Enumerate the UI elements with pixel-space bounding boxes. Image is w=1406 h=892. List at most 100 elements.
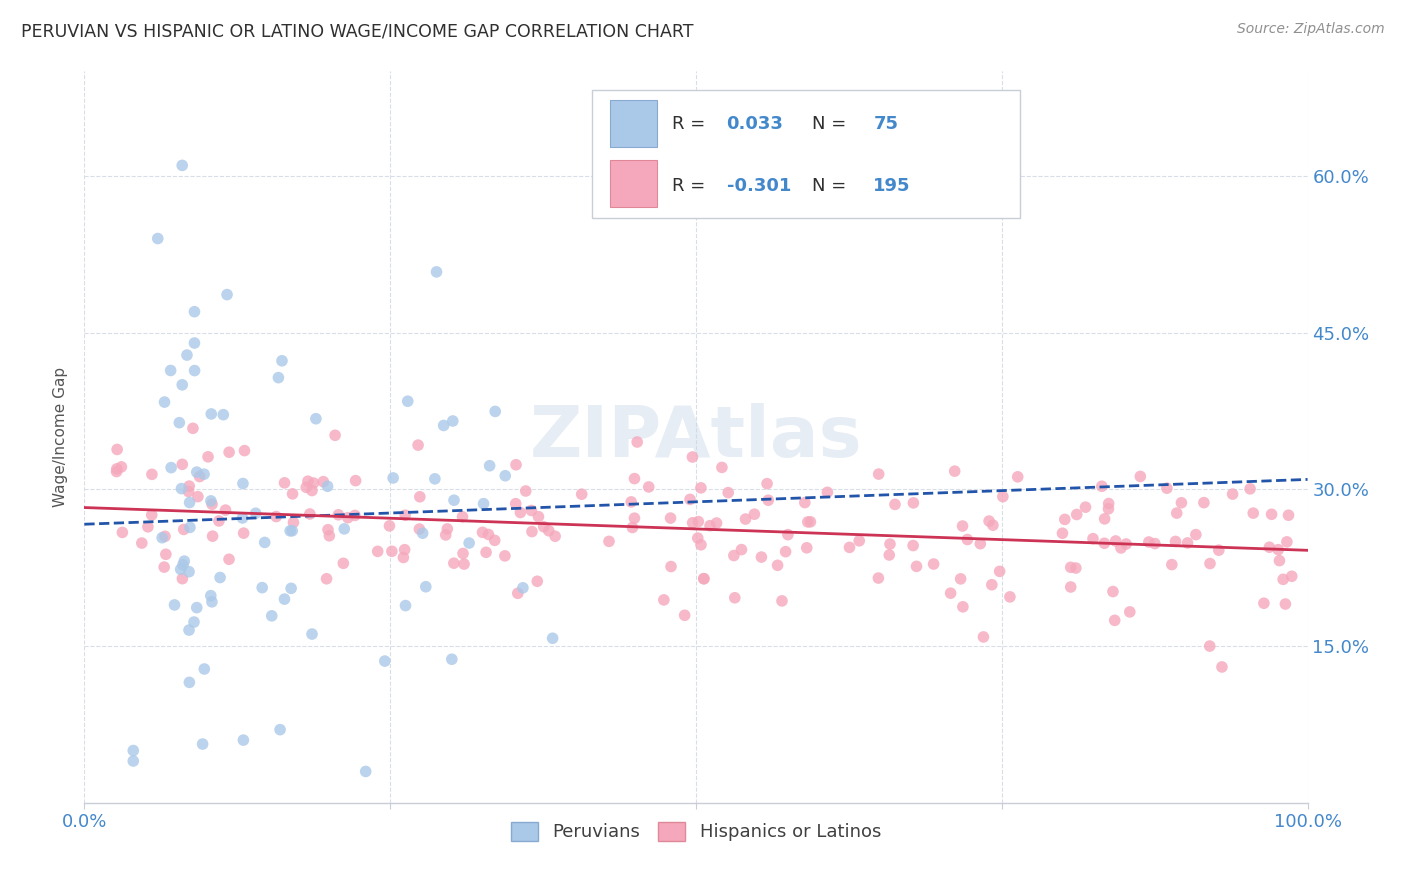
Point [172, 558, 194, 572]
Point [201, 595, 224, 609]
Point [506, 586, 529, 600]
Point [1104, 613, 1126, 627]
Text: 75: 75 [873, 115, 898, 133]
Point [1166, 506, 1188, 520]
Point [105, 465, 128, 479]
Point [868, 467, 890, 481]
Point [441, 414, 464, 428]
Point [173, 554, 195, 568]
Point [269, 723, 291, 737]
Point [659, 511, 682, 525]
Point [626, 435, 648, 450]
Point [877, 548, 900, 562]
Point [1222, 487, 1244, 501]
Point [1268, 554, 1291, 568]
Point [382, 471, 405, 485]
Point [1199, 557, 1222, 571]
Point [295, 480, 318, 494]
Point [688, 515, 710, 529]
Point [477, 527, 499, 541]
Point [1129, 469, 1152, 483]
Point [273, 475, 295, 490]
Point [621, 520, 644, 534]
Point [956, 533, 979, 547]
Point [475, 545, 498, 559]
Point [520, 503, 543, 517]
Point [515, 483, 537, 498]
Point [1052, 526, 1074, 541]
Point [451, 509, 474, 524]
Point [1211, 660, 1233, 674]
Point [1053, 512, 1076, 526]
Point [905, 559, 928, 574]
Point [471, 525, 494, 540]
Point [952, 599, 974, 614]
Point [283, 516, 305, 530]
Point [484, 404, 506, 418]
Point [1170, 496, 1192, 510]
Point [451, 547, 474, 561]
Text: R =: R = [672, 115, 710, 133]
Point [183, 304, 205, 318]
Point [1104, 534, 1126, 549]
Point [775, 544, 797, 558]
Point [323, 428, 346, 442]
Point [939, 586, 962, 600]
Point [681, 450, 703, 464]
Point [724, 591, 747, 605]
Point [1192, 495, 1215, 509]
Point [297, 474, 319, 488]
Point [186, 600, 208, 615]
Point [797, 515, 820, 529]
Point [281, 524, 304, 538]
Point [396, 394, 419, 409]
Point [1109, 541, 1132, 555]
Point [943, 464, 966, 478]
Point [690, 538, 713, 552]
Point [494, 468, 516, 483]
Point [512, 581, 534, 595]
Point [264, 509, 287, 524]
Point [105, 442, 128, 457]
Point [212, 408, 235, 422]
Point [472, 497, 495, 511]
Point [793, 495, 815, 509]
Point [838, 541, 860, 555]
Point [544, 529, 567, 543]
Point [1091, 479, 1114, 493]
Point [111, 525, 134, 540]
Point [1274, 597, 1296, 611]
Point [172, 377, 194, 392]
Point [200, 494, 222, 508]
Point [172, 572, 194, 586]
Point [1258, 540, 1281, 554]
Point [527, 509, 550, 524]
Point [673, 608, 696, 623]
Point [598, 534, 620, 549]
Point [766, 558, 789, 573]
Point [183, 615, 205, 629]
Point [271, 353, 294, 368]
Point [333, 522, 356, 536]
Point [415, 580, 437, 594]
Point [972, 630, 994, 644]
Point [336, 510, 359, 524]
Text: PERUVIAN VS HISPANIC OR LATINO WAGE/INCOME GAP CORRELATION CHART: PERUVIAN VS HISPANIC OR LATINO WAGE/INCO… [21, 22, 693, 40]
Point [153, 560, 176, 574]
Point [105, 462, 128, 476]
Point [1275, 534, 1298, 549]
Point [281, 487, 304, 501]
Point [278, 524, 301, 538]
Point [406, 438, 429, 452]
Point [250, 581, 273, 595]
Point [505, 458, 527, 472]
Point [245, 506, 267, 520]
Point [706, 516, 728, 530]
Point [159, 363, 181, 377]
Point [305, 411, 328, 425]
Point [328, 508, 350, 522]
Point [776, 527, 799, 541]
Point [232, 526, 254, 541]
Point [1081, 532, 1104, 546]
Point [1208, 543, 1230, 558]
